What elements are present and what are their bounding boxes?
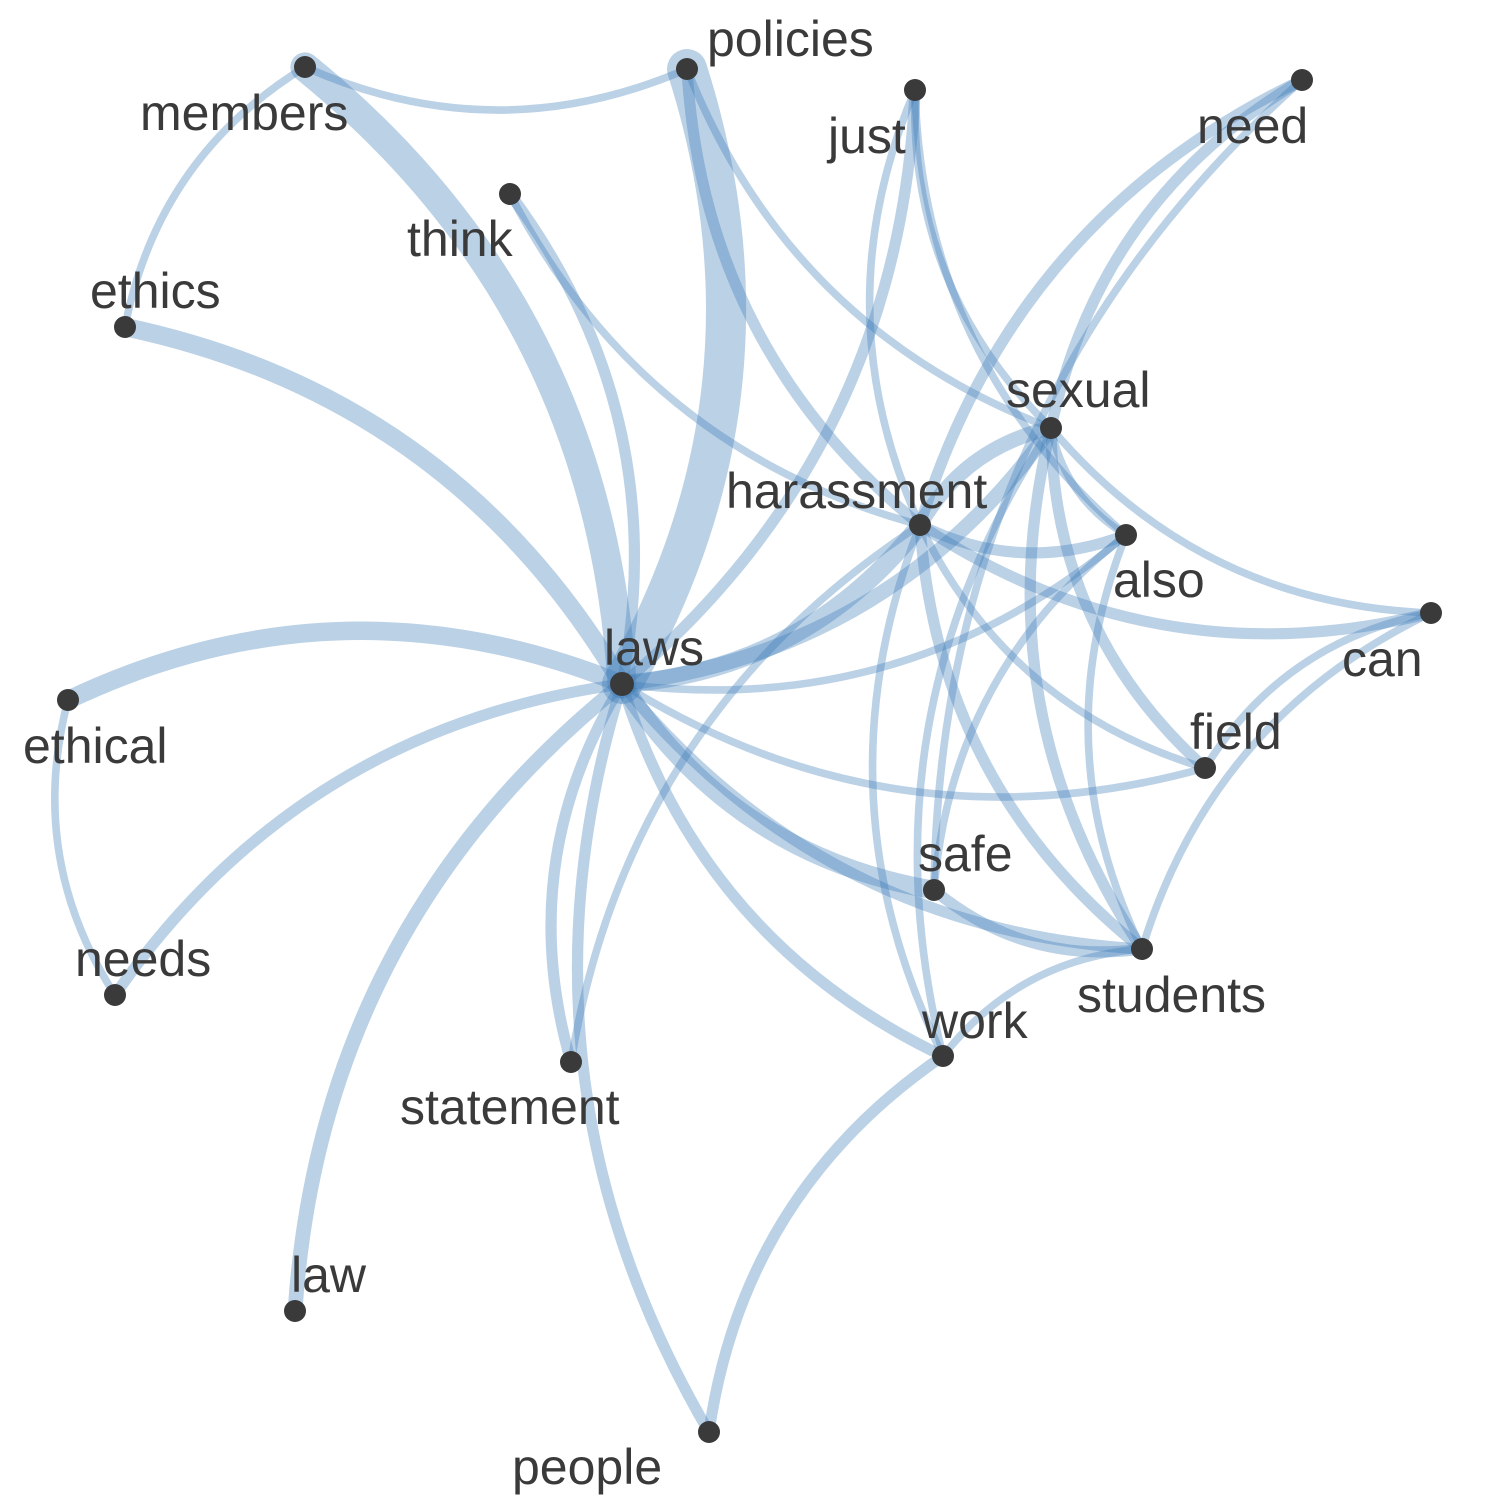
node-members <box>294 56 316 78</box>
edge-can-students <box>1138 609 1435 953</box>
node-ethics <box>114 316 136 338</box>
edge-safe-students <box>928 884 1148 958</box>
node-label-laws: laws <box>604 620 704 676</box>
edge-laws-field <box>618 680 1209 801</box>
node-label-people: people <box>512 1439 662 1495</box>
node-people <box>698 1421 720 1443</box>
graph-edges <box>51 49 1437 1438</box>
edge-also-safe <box>930 531 1130 894</box>
node-laws <box>610 672 634 696</box>
node-label-sexual: sexual <box>1006 362 1151 418</box>
edge-need-safe <box>930 76 1306 894</box>
edge-laws-needs <box>109 678 628 1001</box>
node-ethical <box>57 689 79 711</box>
edge-students-work <box>939 945 1146 1060</box>
graph-nodes <box>57 56 1442 1443</box>
node-label-statement: statement <box>400 1079 620 1135</box>
edge-members-ethics <box>121 63 309 331</box>
node-label-field: field <box>1190 704 1282 760</box>
edge-just-sexual <box>910 86 1055 432</box>
edge-ethical-needs <box>51 696 119 999</box>
edge-laws-sexual <box>614 420 1059 692</box>
node-label-work: work <box>921 993 1029 1049</box>
node-label-students: students <box>1077 967 1266 1023</box>
node-label-policies: policies <box>707 11 874 67</box>
node-label-need: need <box>1197 98 1308 154</box>
node-label-safe: safe <box>918 826 1013 882</box>
node-policies <box>676 58 698 80</box>
edge-need-harassment <box>914 74 1308 531</box>
edge-laws-members <box>290 52 637 699</box>
node-can <box>1420 602 1442 624</box>
edge-laws-statement <box>545 678 628 1068</box>
node-students <box>1131 938 1153 960</box>
edge-laws-work <box>616 678 949 1062</box>
edge-laws-think <box>504 188 641 690</box>
edge-laws-ethics <box>115 317 632 694</box>
node-field <box>1194 757 1216 779</box>
node-sexual <box>1040 417 1062 439</box>
node-label-members: members <box>140 85 348 141</box>
edge-laws-students <box>616 678 1148 955</box>
edge-sexual-field <box>1045 422 1211 774</box>
edge-policies-sexual <box>683 65 1055 432</box>
node-work <box>932 1045 954 1067</box>
node-law <box>284 1300 306 1322</box>
node-just <box>904 79 926 101</box>
graph-labels: laws policies members just need think ethics se… <box>23 11 1423 1495</box>
edge-can-field <box>1201 609 1435 772</box>
edge-sexual-harassment <box>912 420 1059 533</box>
edge-just-harassment <box>865 86 924 529</box>
node-statement <box>560 1051 582 1073</box>
node-label-law: law <box>291 1247 367 1303</box>
node-harassment <box>909 514 931 536</box>
node-label-needs: needs <box>75 931 211 987</box>
node-think <box>499 183 521 205</box>
edge-harassment-work <box>868 521 947 1060</box>
node-need <box>1291 69 1313 91</box>
edge-policies-harassment <box>681 63 926 531</box>
edge-harassment-field <box>916 521 1209 772</box>
edge-sexual-students <box>1024 422 1148 955</box>
edge-laws-just <box>616 84 921 690</box>
edge-sexual-work <box>913 424 1055 1060</box>
edge-laws-harassment <box>612 515 930 694</box>
edge-harassment-also <box>914 519 1132 559</box>
edge-members-policies <box>301 63 691 114</box>
node-needs <box>104 984 126 1006</box>
edge-just-also <box>911 86 1130 539</box>
edge-laws-ethical <box>58 621 632 710</box>
node-label-ethics: ethics <box>90 263 221 319</box>
edge-think-harassment <box>506 190 924 529</box>
node-also <box>1115 524 1137 546</box>
edge-laws-law <box>287 676 630 1319</box>
edge-need-sexual <box>1045 74 1308 434</box>
edge-sexual-also <box>1047 424 1130 539</box>
edge-also-students <box>1084 531 1146 953</box>
node-label-harassment: harassment <box>726 463 987 519</box>
node-label-just: just <box>826 108 906 164</box>
edge-laws-people <box>571 678 715 1438</box>
edge-laws-policies <box>602 49 747 704</box>
edge-laws-also <box>618 531 1130 694</box>
node-safe <box>923 879 945 901</box>
edge-harassment-statement <box>567 521 924 1066</box>
node-label-can: can <box>1342 631 1423 687</box>
edge-laws-safe <box>612 674 944 900</box>
node-label-also: also <box>1113 552 1205 608</box>
edge-harassment-students <box>914 519 1148 955</box>
node-label-ethical: ethical <box>23 718 168 774</box>
edge-harassment-can <box>914 519 1437 640</box>
edge-work-people <box>703 1050 949 1438</box>
node-label-think: think <box>407 211 514 267</box>
edge-sexual-can <box>1047 424 1435 617</box>
